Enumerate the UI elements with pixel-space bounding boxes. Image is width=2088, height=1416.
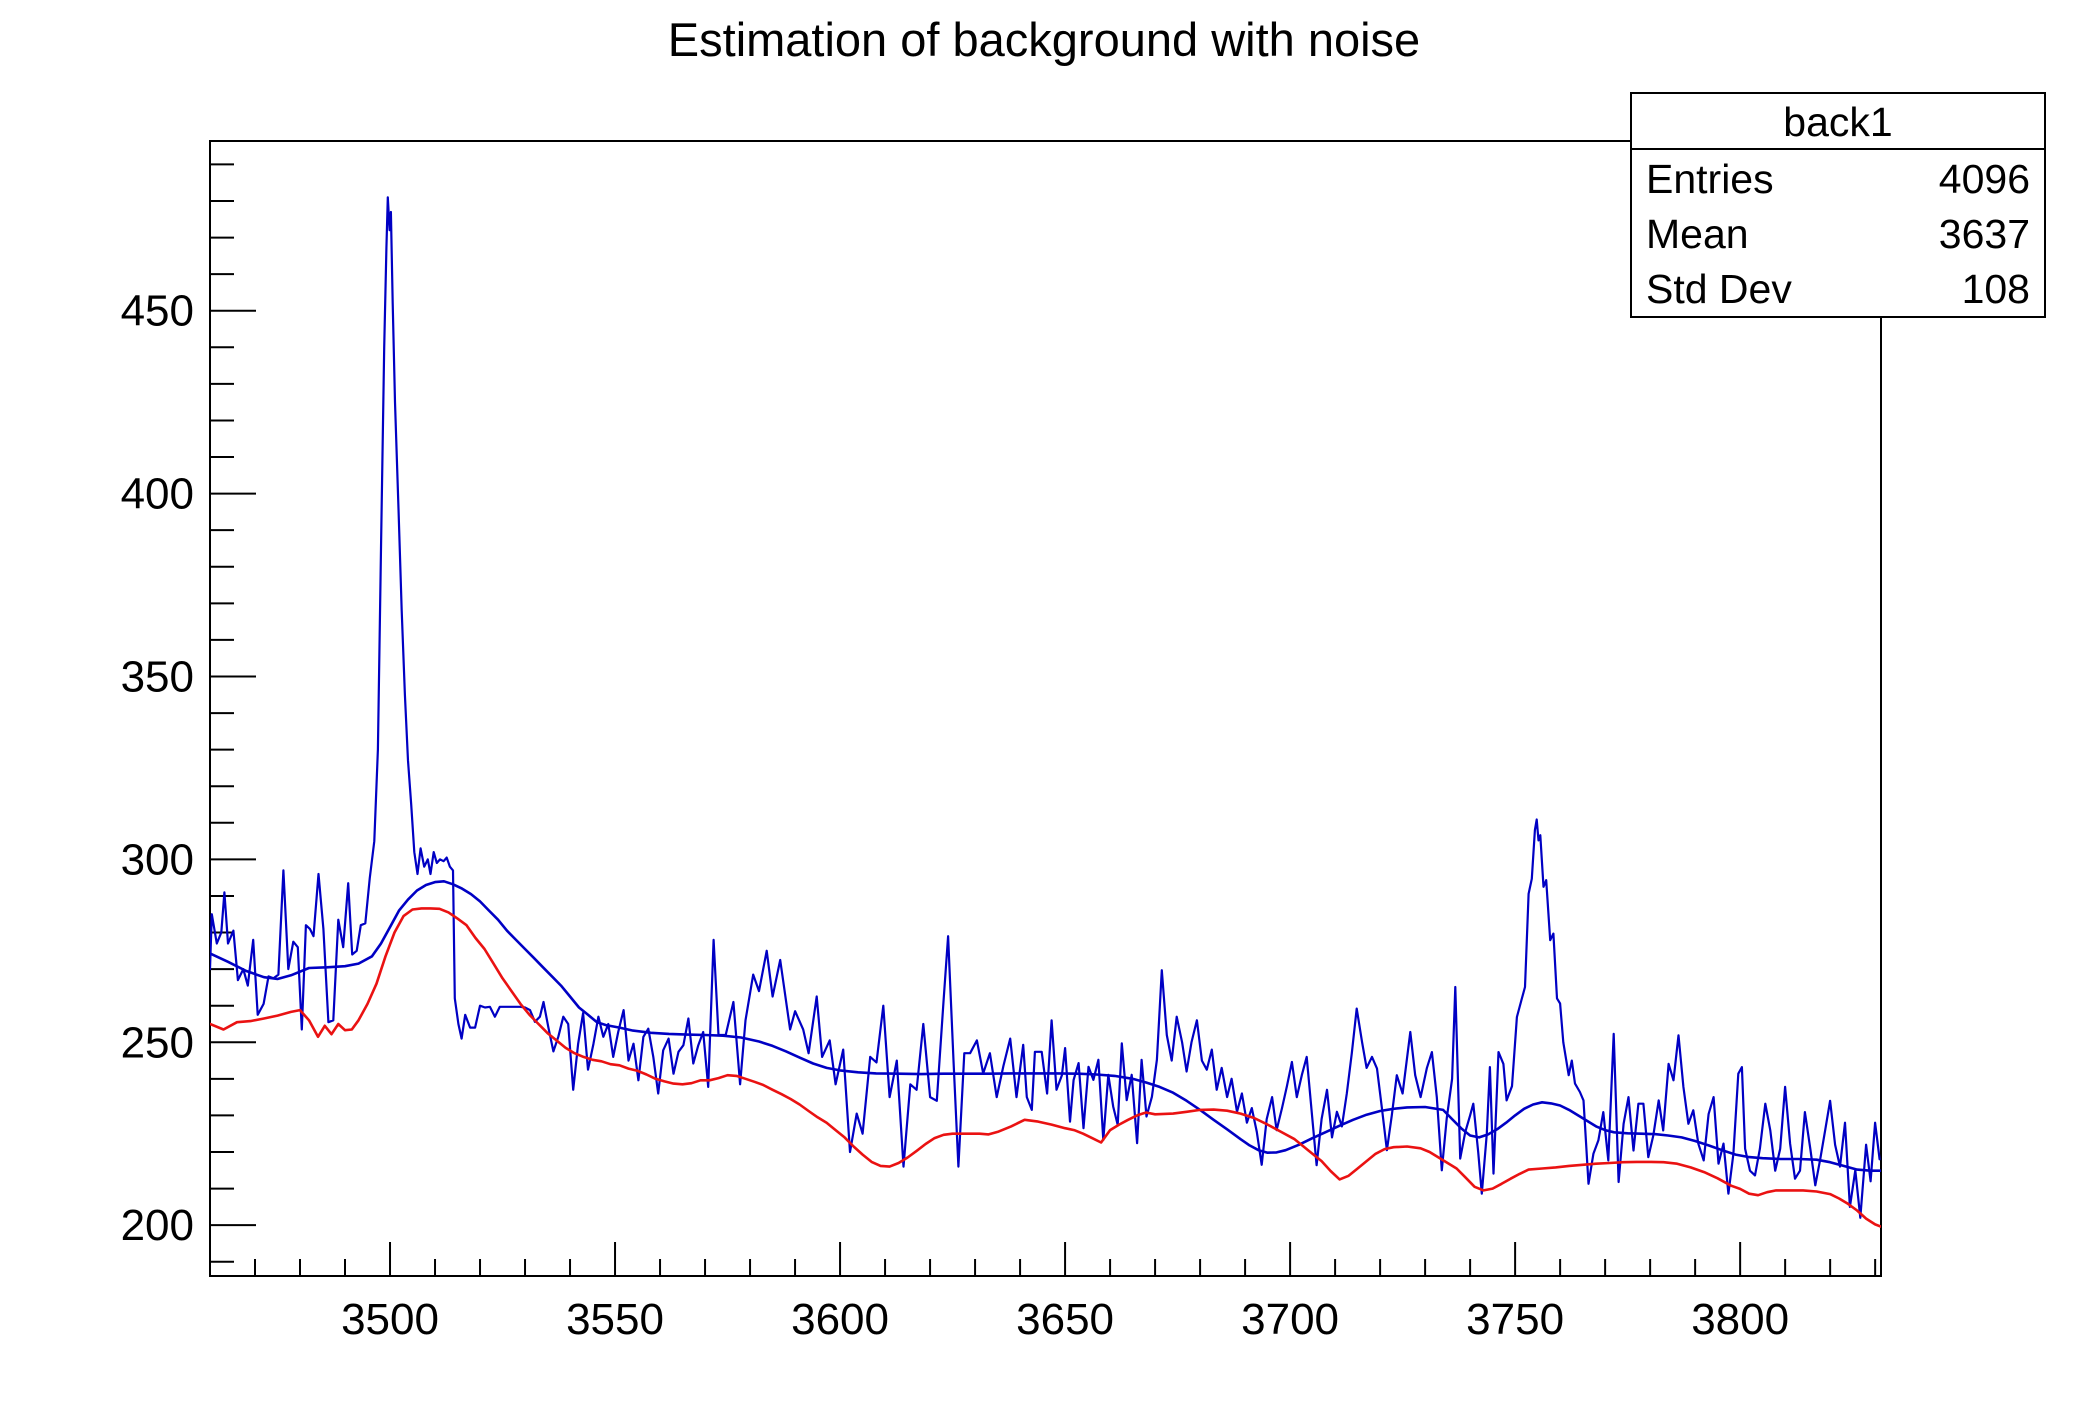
svg-text:3800: 3800 — [1691, 1295, 1789, 1344]
svg-text:3750: 3750 — [1466, 1295, 1564, 1344]
series-noisy-spectrum — [210, 196, 1881, 1219]
stats-box-title: back1 — [1632, 94, 2044, 150]
stats-row-entries: Entries 4096 — [1646, 152, 2030, 207]
stats-box: back1 Entries 4096 Mean 3637 Std Dev 108 — [1630, 92, 2046, 318]
stats-label: Std Dev — [1646, 266, 1792, 312]
svg-text:350: 350 — [121, 652, 194, 701]
stats-value: 4096 — [1938, 156, 2030, 202]
svg-text:250: 250 — [121, 1018, 194, 1067]
series-background-estimate — [210, 907, 1881, 1228]
svg-text:3550: 3550 — [566, 1295, 664, 1344]
stats-value: 108 — [1961, 266, 2030, 312]
chart-title: Estimation of background with noise — [667, 13, 1421, 66]
series-smoothed-spectrum — [210, 879, 1881, 1172]
svg-text:3500: 3500 — [341, 1295, 439, 1344]
svg-text:3650: 3650 — [1016, 1295, 1114, 1344]
stats-box-rows: Entries 4096 Mean 3637 Std Dev 108 — [1632, 150, 2044, 317]
svg-text:3600: 3600 — [791, 1295, 889, 1344]
stats-label: Entries — [1646, 156, 1774, 202]
svg-text:450: 450 — [121, 287, 194, 336]
svg-text:200: 200 — [121, 1201, 194, 1250]
stats-row-stddev: Std Dev 108 — [1646, 262, 2030, 317]
stats-row-mean: Mean 3637 — [1646, 207, 2030, 262]
svg-text:400: 400 — [121, 470, 194, 519]
stats-value: 3637 — [1938, 211, 2030, 257]
svg-text:3700: 3700 — [1241, 1295, 1339, 1344]
stats-label: Mean — [1646, 211, 1749, 257]
svg-text:300: 300 — [121, 835, 194, 884]
